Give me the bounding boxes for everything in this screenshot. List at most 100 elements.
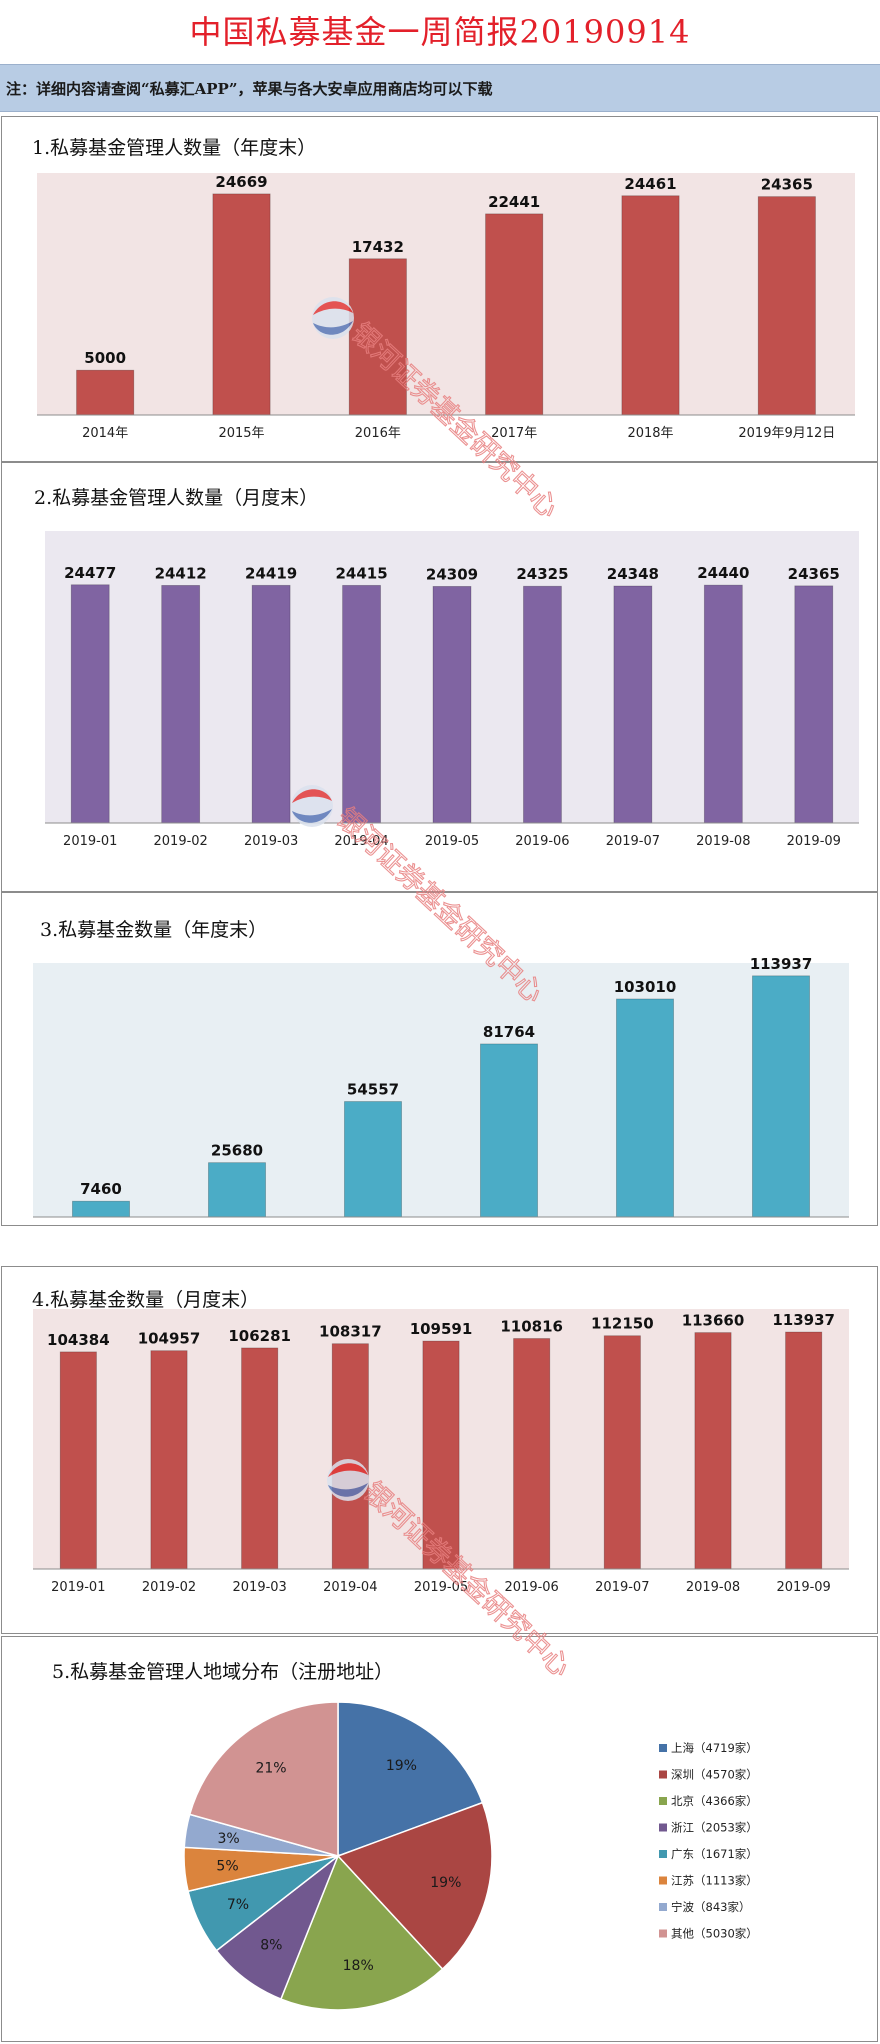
data-label-7: 113660 xyxy=(682,1312,745,1330)
legend-swatch-7 xyxy=(659,1929,667,1938)
bar-chart-1: 5000 2014年 24669 2015年 17432 2016年 22441 2017年 2… xyxy=(37,173,855,441)
data-label-0: 104384 xyxy=(47,1331,110,1349)
bar-chart-4: 104384 2019-01 104957 2019-02 106281 2019-03 1… xyxy=(33,1309,849,1595)
data-label-7: 24440 xyxy=(697,564,749,582)
tick-label-4: 2018年 xyxy=(627,426,673,441)
bar-0 xyxy=(76,369,135,416)
data-label-1: 24669 xyxy=(215,173,267,191)
data-label-5: 110816 xyxy=(500,1318,563,1336)
chart-panel-3: 3.私募基金数量（年度末） 74602014年256802015年5455720… xyxy=(1,892,878,1226)
data-label-4: 103010 xyxy=(614,978,677,996)
bar-3 xyxy=(485,213,544,416)
data-label-4: 109591 xyxy=(410,1320,473,1338)
data-label-0: 5000 xyxy=(84,349,126,367)
chart-title: 2.私募基金管理人数量（月度末） xyxy=(34,487,319,509)
legend-swatch-0 xyxy=(659,1744,667,1752)
bar-5 xyxy=(523,585,562,824)
bar-6 xyxy=(613,585,653,824)
tick-label-6: 2019-07 xyxy=(606,834,660,849)
bar-8 xyxy=(785,1331,823,1570)
data-label-5: 113937 xyxy=(750,955,813,973)
download-note: 注：详细内容请查阅“私募汇APP”，苹果与各大安卓应用商店均可以下载 xyxy=(0,64,880,112)
tick-label-3: 2019-04 xyxy=(323,1580,377,1595)
data-label-6: 112150 xyxy=(591,1315,654,1333)
tick-label-5: 2019年9月12日 xyxy=(738,426,835,441)
legend-entry-1: 深圳（4570家） xyxy=(671,1768,758,1782)
chart-panel-5: 5.私募基金管理人地域分布（注册地址） 19% 19% 18% 8% 7% 5% 3% 21%… xyxy=(1,1636,878,2042)
data-label-4: 24461 xyxy=(624,175,676,193)
pie-chart: 19% 19% 18% 8% 7% 5% 3% 21% 上海（4719家） 深圳（4570家） 北京… xyxy=(183,1701,758,2011)
bar-8 xyxy=(794,585,834,824)
tick-label-1: 2015年 xyxy=(218,426,264,441)
data-label-2: 54557 xyxy=(347,1081,399,1099)
bar-2 xyxy=(251,584,291,824)
bar-1 xyxy=(208,1162,266,1218)
pie-label-7: 21% xyxy=(255,1761,286,1777)
tick-label-5: 2019-06 xyxy=(505,1580,559,1595)
pie-label-6: 3% xyxy=(218,1831,240,1847)
legend-entry-5: 江苏（1113家） xyxy=(671,1874,758,1888)
chart-title: 4.私募基金数量（月度末） xyxy=(32,1289,260,1311)
legend-swatch-2 xyxy=(659,1797,667,1805)
tick-label-2: 2019-03 xyxy=(233,1580,287,1595)
chart-panel-2: 2.私募基金管理人数量（月度末） 24477 2019-01 24412 2019-0… xyxy=(1,462,878,892)
data-label-4: 24309 xyxy=(426,565,478,583)
bar-6 xyxy=(603,1335,641,1570)
page-title: 中国私募基金一周简报20190914 xyxy=(189,13,691,51)
plot-area xyxy=(33,963,849,1217)
data-label-8: 113937 xyxy=(772,1311,835,1329)
bar-chart-3: 74602014年256802015年545572016年817642017年1… xyxy=(33,955,849,1218)
legend-swatch-3 xyxy=(659,1823,667,1832)
bar-4 xyxy=(616,998,674,1218)
tick-label-4: 2019-05 xyxy=(414,1580,468,1595)
data-label-5: 24325 xyxy=(516,565,568,583)
legend-entry-4: 广东（1671家） xyxy=(671,1847,758,1861)
bar-2 xyxy=(241,1347,279,1570)
bar-chart-2: 24477 2019-01 24412 2019-02 24419 2019-03 2441… xyxy=(45,531,859,849)
data-label-0: 24477 xyxy=(64,564,116,582)
bar-3 xyxy=(480,1043,538,1218)
tick-label-3: 2017年 xyxy=(491,426,537,441)
tick-label-2: 2019-03 xyxy=(244,834,298,849)
data-label-5: 24365 xyxy=(761,176,813,194)
data-label-8: 24365 xyxy=(788,565,840,583)
data-label-6: 24348 xyxy=(607,565,659,583)
tick-label-0: 2019-01 xyxy=(63,834,117,849)
tick-label-8: 2019-09 xyxy=(777,1580,831,1595)
tick-label-1: 2019-02 xyxy=(142,1580,196,1595)
data-label-1: 24412 xyxy=(155,564,207,582)
pie-slice-7 xyxy=(188,1701,339,1857)
tick-label-3: 2019-04 xyxy=(334,834,388,849)
bar-1 xyxy=(161,584,201,824)
data-label-3: 108317 xyxy=(319,1323,382,1341)
tick-label-2: 2016年 xyxy=(355,426,401,441)
data-label-2: 106281 xyxy=(228,1327,291,1345)
data-label-2: 24419 xyxy=(245,564,297,582)
bar-3 xyxy=(331,1343,369,1570)
tick-label-7: 2019-08 xyxy=(686,1580,740,1595)
legend-swatch-4 xyxy=(659,1850,667,1858)
data-label-2: 17432 xyxy=(352,238,404,256)
data-label-1: 25680 xyxy=(211,1142,263,1160)
chart-title: 5.私募基金管理人地域分布（注册地址） xyxy=(52,1661,394,1683)
legend-entry-0: 上海（4719家） xyxy=(671,1741,758,1755)
pie-slice-2 xyxy=(279,1854,444,2011)
bar-4 xyxy=(432,585,472,824)
bar-1 xyxy=(212,193,271,416)
legend-entry-6: 宁波（843家） xyxy=(671,1900,750,1914)
data-label-3: 81764 xyxy=(483,1023,535,1041)
bar-5 xyxy=(757,196,816,416)
pie-label-1: 19% xyxy=(430,1875,461,1891)
chart-panel-1: 1.私募基金管理人数量（年度末） 5000 2014年 24669 2015年 1743… xyxy=(1,116,878,462)
tick-label-4: 2019-05 xyxy=(425,834,479,849)
bar-0 xyxy=(72,1200,130,1218)
chart-title: 1.私募基金管理人数量（年度末） xyxy=(32,137,317,159)
chart-panel-4: 4.私募基金数量（月度末） 104384 2019-01 104957 2019-02… xyxy=(1,1266,878,1634)
bar-0 xyxy=(70,584,110,824)
tick-label-0: 2014年 xyxy=(82,426,128,441)
tick-label-5: 2019-06 xyxy=(515,834,569,849)
bar-7 xyxy=(694,1332,732,1570)
legend-swatch-6 xyxy=(659,1903,667,1911)
pie-label-4: 7% xyxy=(227,1897,249,1913)
bar-5 xyxy=(513,1338,551,1570)
